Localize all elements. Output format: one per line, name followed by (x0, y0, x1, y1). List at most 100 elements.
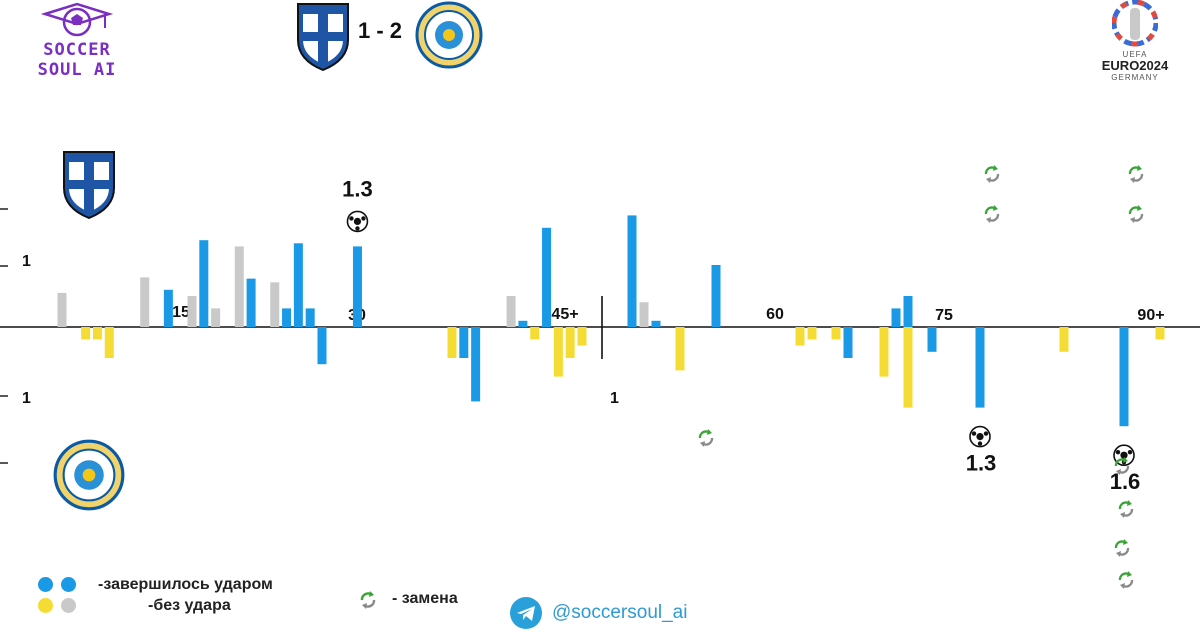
away-bar-2 (104, 327, 114, 358)
away-bar-22 (1155, 327, 1165, 340)
home-sub-icon-0-arrow-a (993, 165, 998, 171)
euro-host: GERMANY (1111, 73, 1159, 82)
away-bar-20 (1059, 327, 1069, 352)
away-sub-icon-0-arrow-b (700, 441, 705, 447)
away-sub-icon-3-arrow-b (1116, 551, 1121, 557)
home-goal-ball-icon-12-patch-b (355, 226, 360, 231)
away-sub-icon-3-arrow-a (1123, 539, 1128, 545)
trophy-icon (1112, 0, 1158, 47)
legend-dot-noshot-2 (61, 598, 76, 613)
legend-sub-label: - замена (392, 590, 458, 607)
away-bar-13 (807, 327, 817, 340)
away-bar-3 (317, 327, 327, 365)
home-goal-ball-icon-12-patch-r (361, 216, 366, 221)
finland-badge-top (297, 3, 349, 72)
home-bar-12 (352, 246, 362, 327)
away-bar-17 (903, 327, 913, 408)
home-sub-icon-1-arrow-a (993, 205, 998, 211)
y-tick-label-0: 1 (22, 253, 31, 270)
legend-dot-shot-1 (38, 577, 53, 592)
telegram-icon (510, 597, 542, 629)
away-goal-ball-icon-21-patch-r (1127, 450, 1133, 455)
away-xg-label-19: 1.3 (966, 451, 997, 476)
home-bar-19 (711, 265, 721, 327)
home-bar-0 (57, 292, 67, 327)
away-sub-icon-2-arrow-a (1127, 500, 1132, 506)
x-tick-label-2: 45+ (551, 306, 578, 323)
away-sub-icon-1-arrow-a (1123, 457, 1128, 463)
home-bar-8 (270, 282, 280, 327)
away-bar-6 (471, 327, 481, 402)
euro-title: EURO2024 (1101, 58, 1169, 73)
away-sub-icon-4-arrow-a (1127, 571, 1132, 577)
home-sub-icon-3-arrow-a (1137, 205, 1142, 211)
kazakhstan-badge-side (53, 439, 125, 511)
home-bar-7 (246, 278, 256, 327)
away-bar-4 (447, 327, 457, 358)
home-xg-label-12: 1.3 (342, 176, 373, 201)
home-bar-3 (187, 296, 197, 327)
away-bar-9 (565, 327, 575, 358)
away-goal-ball-icon-19-patch-r (983, 431, 989, 436)
home-bar-2 (163, 289, 173, 327)
away-bar-10 (577, 327, 587, 346)
home-bar-20 (891, 308, 901, 327)
social-handle[interactable]: @soccersoul_ai (552, 602, 688, 623)
away-bar-12 (795, 327, 805, 346)
match-score: 1 - 2 (358, 18, 403, 43)
legend-dot-noshot-1 (38, 598, 53, 613)
home-bar-14 (518, 320, 528, 327)
away-bar-8 (553, 327, 563, 377)
euro-uefa: UEFA (1122, 50, 1148, 59)
home-bar-18 (651, 320, 661, 327)
away-bar-0 (81, 327, 91, 340)
x-tick-label-0: 15 (172, 304, 190, 321)
kazakhstan-badge-top (415, 1, 483, 69)
home-bar-6 (234, 246, 244, 327)
home-bar-5 (211, 308, 221, 327)
away-sub-icon-0-arrow-a (707, 429, 712, 435)
home-sub-icon-2-arrow-a (1137, 165, 1142, 171)
legend-noshot-label: -без удара (148, 597, 231, 614)
home-bar-21 (903, 296, 913, 327)
home-goal-ball-icon-12-patch-l (349, 216, 354, 221)
home-bar-1 (140, 277, 150, 327)
home-sub-icon-0-arrow-b (986, 177, 991, 183)
y-tick-label-1: 1 (22, 390, 31, 407)
y-tick-label-2: 1 (610, 390, 619, 407)
euro2024-logo: UEFA EURO2024 GERMANY (1092, 0, 1178, 82)
home-sub-icon-3-arrow-b (1130, 217, 1135, 223)
legend-shot-label: -завершилось ударом (98, 576, 273, 593)
home-bar-9 (282, 308, 292, 327)
home-sub-icon-2-arrow-b (1130, 177, 1135, 183)
brand-line-1: SOCCER (43, 40, 111, 60)
home-bar-4 (199, 240, 209, 327)
home-bar-16 (627, 215, 637, 327)
home-bar-10 (293, 243, 303, 327)
away-goal-ball-icon-19-patch-b (977, 441, 983, 446)
away-bar-1 (92, 327, 102, 340)
away-bar-16 (879, 327, 889, 377)
away-bar-11 (675, 327, 685, 371)
home-bar-15 (542, 227, 552, 327)
x-tick-label-4: 75 (935, 307, 953, 324)
away-bar-5 (459, 327, 469, 358)
home-sub-icon-1-arrow-b (986, 217, 991, 223)
away-sub-icon-4-arrow-b (1120, 583, 1125, 589)
away-goal-ball-icon-21-center (1120, 451, 1128, 459)
legend-dot-shot-2 (61, 577, 76, 592)
away-goal-ball-icon-19-patch-l (971, 431, 977, 436)
brand-ball-icon (40, 2, 114, 37)
away-xg-label-21: 1.6 (1110, 469, 1141, 494)
away-goal-ball-icon-21-patch-l (1115, 450, 1121, 455)
away-bar-19 (975, 327, 985, 408)
finland-badge-side (63, 151, 115, 220)
away-sub-icon-2-arrow-b (1120, 512, 1125, 518)
x-tick-label-5: 90+ (1137, 307, 1164, 324)
away-sub-icon-1-arrow-b (1116, 469, 1121, 475)
home-bar-17 (639, 302, 649, 327)
legend-sub-icon (360, 591, 376, 609)
home-goal-ball-icon-12-center (353, 217, 362, 225)
